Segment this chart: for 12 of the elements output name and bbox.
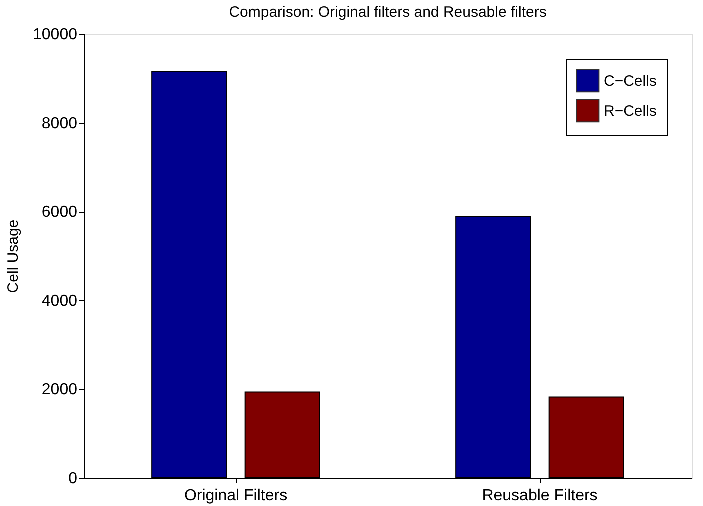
x-tick-label: Reusable Filters bbox=[482, 488, 598, 504]
legend-label: C−Cells bbox=[604, 73, 657, 90]
y-tick-label: 8000 bbox=[42, 115, 78, 132]
x-tick-label: Original Filters bbox=[184, 488, 288, 504]
y-tick-label: 6000 bbox=[42, 204, 78, 222]
legend-label: R−Cells bbox=[604, 103, 657, 120]
y-tick-label: 10000 bbox=[33, 26, 78, 44]
y-tick-label: 0 bbox=[68, 470, 78, 488]
y-tick-label: 2000 bbox=[42, 382, 78, 399]
chart-title: Comparison: Original filters and Reusable filters bbox=[229, 4, 547, 21]
y-axis-title: Cell Usage bbox=[5, 220, 22, 294]
y-tick-label: 4000 bbox=[42, 292, 78, 310]
